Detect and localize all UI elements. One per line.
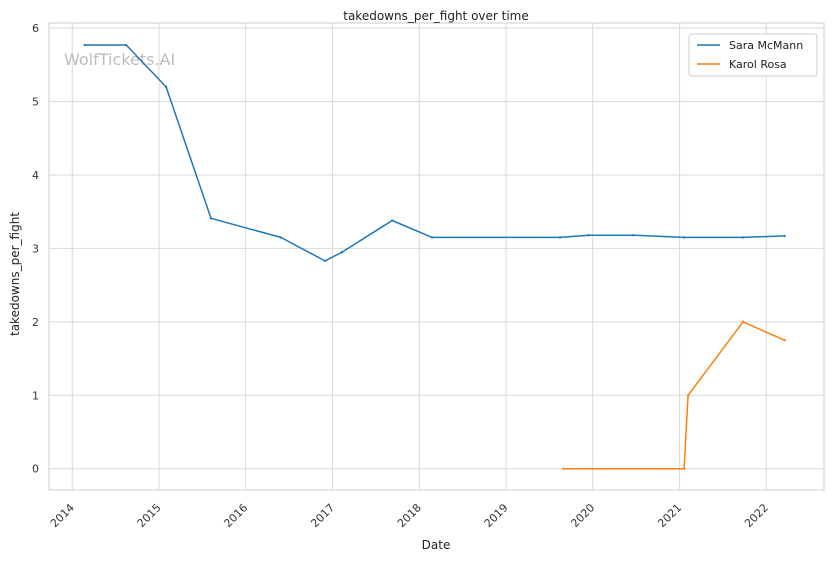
watermark: WolfTickets.AI xyxy=(64,50,175,69)
data-point-karol-rosa xyxy=(741,320,745,324)
data-point-sara-mcmann xyxy=(741,236,745,239)
y-tick-label: 1 xyxy=(32,389,39,402)
y-tick-label: 0 xyxy=(32,463,39,476)
y-tick-label: 6 xyxy=(32,22,39,35)
data-point-sara-mcmann xyxy=(783,234,786,238)
data-point-sara-mcmann xyxy=(430,236,434,239)
data-point-sara-mcmann xyxy=(164,85,168,89)
y-tick-label: 4 xyxy=(32,169,39,182)
data-point-sara-mcmann xyxy=(682,236,686,239)
legend: Sara McMann Karol Rosa xyxy=(688,33,818,77)
data-point-sara-mcmann xyxy=(279,236,283,239)
data-point-sara-mcmann xyxy=(391,219,394,222)
legend-label-sara-mcmann: Sara McMann xyxy=(729,39,803,52)
data-point-karol-rosa xyxy=(686,394,690,397)
plot-area xyxy=(48,22,825,491)
data-point-karol-rosa xyxy=(783,339,786,342)
x-tick-label: 2021 xyxy=(655,501,684,530)
data-point-sara-mcmann xyxy=(340,250,344,254)
x-tick-label: 2015 xyxy=(135,501,164,530)
data-point-karol-rosa xyxy=(562,467,565,470)
x-axis-label: Date xyxy=(422,538,451,552)
data-point-sara-mcmann xyxy=(632,234,635,237)
x-tick-label: 2016 xyxy=(221,501,250,530)
data-point-sara-mcmann xyxy=(558,236,562,239)
series-layer xyxy=(83,43,786,470)
x-tick-label: 2014 xyxy=(48,501,77,530)
y-tick-label: 3 xyxy=(32,242,39,255)
x-tick-label: 2022 xyxy=(742,501,771,530)
chart-title: takedowns_per_fight over time xyxy=(343,9,529,23)
data-point-sara-mcmann xyxy=(83,43,86,47)
x-tick-label: 2020 xyxy=(568,501,597,530)
y-axis: 0 1 2 3 4 5 6 xyxy=(32,22,39,476)
x-tick-label: 2019 xyxy=(482,501,511,530)
data-point-karol-rosa xyxy=(682,467,686,470)
x-tick-label: 2018 xyxy=(395,501,424,530)
data-point-sara-mcmann xyxy=(323,259,327,263)
data-point-sara-mcmann xyxy=(209,217,213,220)
grid xyxy=(49,23,824,490)
data-point-sara-mcmann xyxy=(587,234,590,237)
legend-box xyxy=(688,33,818,77)
y-axis-label: takedowns_per_fight xyxy=(8,212,22,336)
x-axis: 2014 2015 2016 2017 2018 2019 2020 2021 2022 xyxy=(48,501,771,530)
legend-label-karol-rosa: Karol Rosa xyxy=(729,58,787,71)
x-tick-label: 2017 xyxy=(308,501,337,530)
y-tick-label: 5 xyxy=(32,96,39,109)
y-tick-label: 2 xyxy=(32,316,39,329)
data-point-sara-mcmann xyxy=(124,43,128,47)
